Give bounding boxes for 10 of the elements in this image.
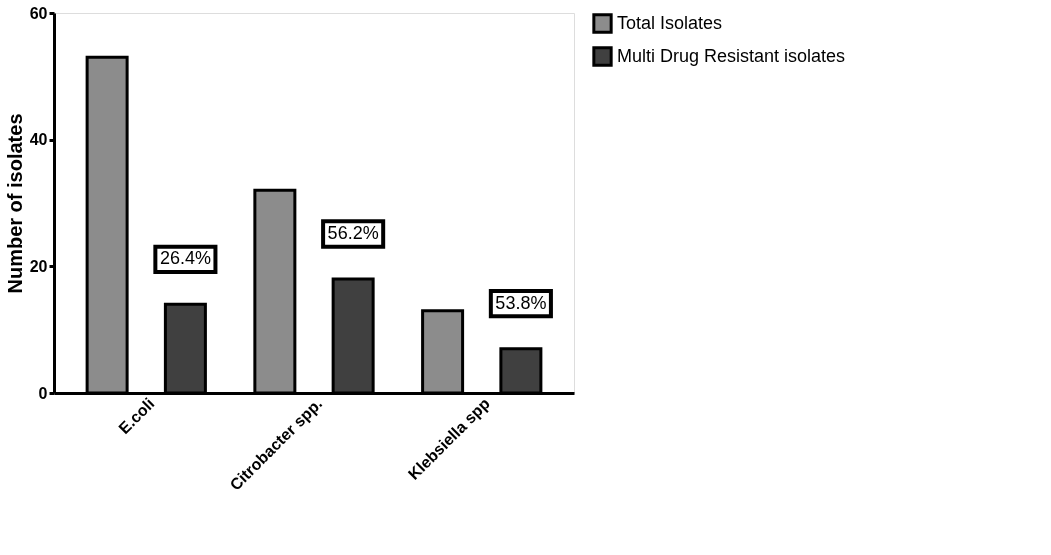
y-tick-label: 40 xyxy=(29,131,48,149)
legend-label: Total Isolates xyxy=(617,12,723,33)
y-axis-title: Number of isolates xyxy=(3,113,26,294)
y-tick-label: 60 xyxy=(29,4,48,22)
legend-label: Multi Drug Resistant isolates xyxy=(617,45,846,66)
annotation: 26.4% xyxy=(159,248,211,269)
y-tick-label: 20 xyxy=(29,257,48,275)
y-tick-label: 0 xyxy=(38,384,48,402)
annotation: 56.2% xyxy=(327,223,379,243)
annotation: 53.8% xyxy=(495,292,547,313)
